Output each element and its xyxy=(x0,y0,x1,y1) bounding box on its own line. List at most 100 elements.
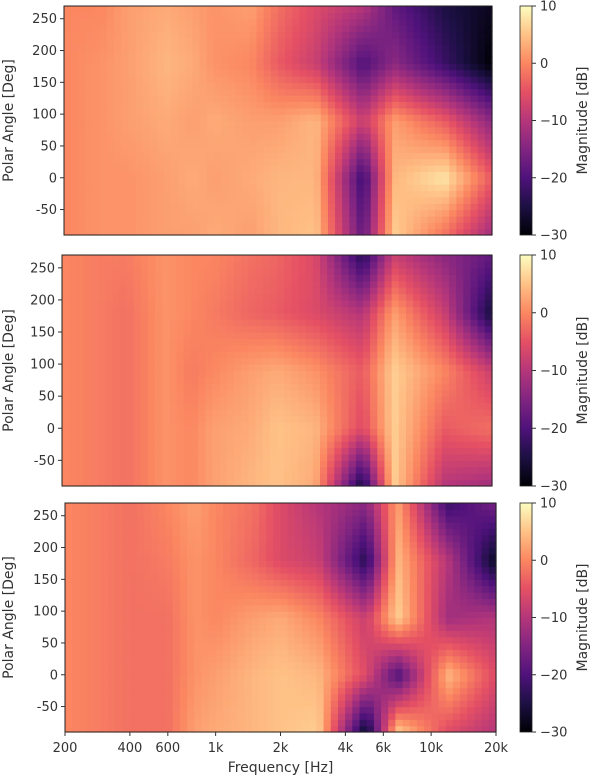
heatmap-cell xyxy=(86,681,95,689)
heatmap-cell xyxy=(406,293,414,301)
heatmap-cell xyxy=(148,453,156,461)
heatmap-cell xyxy=(85,95,94,103)
heatmap-cell xyxy=(69,338,77,346)
heatmap-cell xyxy=(205,325,214,333)
heatmap-cell xyxy=(155,396,163,404)
heatmap-cell xyxy=(62,261,70,269)
heatmap-cell xyxy=(406,18,415,26)
heatmap-cell xyxy=(456,95,465,103)
heatmap-cell xyxy=(391,299,400,307)
heatmap-cell xyxy=(219,473,228,481)
heatmap-cell xyxy=(99,25,108,33)
heatmap-cell xyxy=(99,228,108,236)
heatmap-cell xyxy=(363,31,372,39)
heatmap-cell xyxy=(420,428,429,436)
heatmap-cell xyxy=(69,325,77,333)
heatmap-cell xyxy=(78,75,86,83)
heatmap-cell xyxy=(384,370,393,378)
heatmap-cell xyxy=(477,190,486,198)
heatmap-cell xyxy=(398,280,407,288)
heatmap-cell xyxy=(477,107,486,115)
heatmap-cell xyxy=(129,509,138,517)
heatmap-cell xyxy=(185,88,193,96)
heatmap-cell xyxy=(115,719,124,727)
heatmap-cell xyxy=(398,409,407,417)
heatmap-cell xyxy=(341,280,350,288)
heatmap-cell xyxy=(349,18,358,26)
heatmap-cell xyxy=(256,114,265,122)
heatmap-cell xyxy=(256,6,265,13)
heatmap-cell xyxy=(241,261,249,269)
heatmap-cell xyxy=(206,196,215,204)
heatmap-cell xyxy=(262,370,271,378)
heatmap-cell xyxy=(470,222,479,230)
heatmap-cell xyxy=(119,255,128,263)
heatmap-cell xyxy=(327,466,335,474)
heatmap-cell xyxy=(263,88,272,96)
heatmap-cell xyxy=(291,351,300,359)
heatmap-cell xyxy=(484,69,493,77)
heatmap-cell xyxy=(156,158,165,166)
heatmap-cell xyxy=(320,473,328,481)
heatmap-cell xyxy=(155,357,163,365)
heatmap-cell xyxy=(241,473,249,481)
heatmap-cell xyxy=(178,12,186,20)
heatmap-cell xyxy=(348,332,357,340)
heatmap-cell xyxy=(256,177,265,185)
heatmap-cell xyxy=(285,56,293,64)
heatmap-cell xyxy=(406,126,415,134)
heatmap-cell xyxy=(406,473,414,481)
heatmap-cell xyxy=(83,389,92,397)
heatmap-cell xyxy=(198,389,206,397)
heatmap-cell xyxy=(171,184,179,192)
heatmap-cell xyxy=(349,12,358,20)
heatmap-cell xyxy=(484,402,493,410)
heatmap-cell xyxy=(62,338,70,346)
heatmap-cell xyxy=(112,460,120,468)
heatmap-cell xyxy=(305,376,314,384)
heatmap-cell xyxy=(413,165,422,172)
heatmap-cell xyxy=(269,389,278,397)
heatmap-cell xyxy=(206,107,215,115)
heatmap-cell xyxy=(248,389,257,397)
heatmap-cell xyxy=(191,460,199,468)
heatmap-cell xyxy=(356,177,365,185)
heatmap-cell xyxy=(178,114,186,122)
heatmap-cell xyxy=(392,215,400,223)
heatmap-cell xyxy=(97,306,106,314)
heatmap-cell xyxy=(449,370,457,378)
heatmap-cell xyxy=(427,82,436,90)
heatmap-cell xyxy=(234,261,242,269)
heatmap-cell xyxy=(449,158,457,166)
heatmap-cell xyxy=(484,25,493,33)
heatmap-cell xyxy=(65,528,73,536)
heatmap-cell xyxy=(72,655,80,663)
heatmap-cell xyxy=(135,120,144,128)
heatmap-cell xyxy=(291,421,300,429)
heatmap-cell xyxy=(377,126,386,134)
heatmap-cell xyxy=(256,101,265,109)
heatmap-cell xyxy=(270,63,279,71)
heatmap-cell xyxy=(335,37,343,45)
heatmap-cell xyxy=(144,592,152,600)
heatmap-cell xyxy=(449,107,457,115)
heatmap-cell xyxy=(420,184,429,192)
heatmap-cell xyxy=(220,37,229,45)
heatmap-cell xyxy=(262,428,271,436)
heatmap-cell xyxy=(392,63,400,71)
heatmap-cell xyxy=(219,409,228,417)
heatmap-cell xyxy=(133,396,142,404)
heatmap-cell xyxy=(213,203,222,211)
heatmap-cell xyxy=(406,383,414,391)
heatmap-cell xyxy=(126,421,135,429)
heatmap-cell xyxy=(413,319,421,327)
heatmap-cell xyxy=(140,376,149,384)
heatmap-cell xyxy=(142,120,151,128)
heatmap-cell xyxy=(183,364,192,372)
heatmap-cell xyxy=(242,190,251,198)
heatmap-cell xyxy=(213,126,222,134)
heatmap-cell xyxy=(248,325,257,333)
heatmap-cell xyxy=(470,351,479,359)
heatmap-cell xyxy=(291,473,300,481)
heatmap-cell xyxy=(284,364,292,372)
